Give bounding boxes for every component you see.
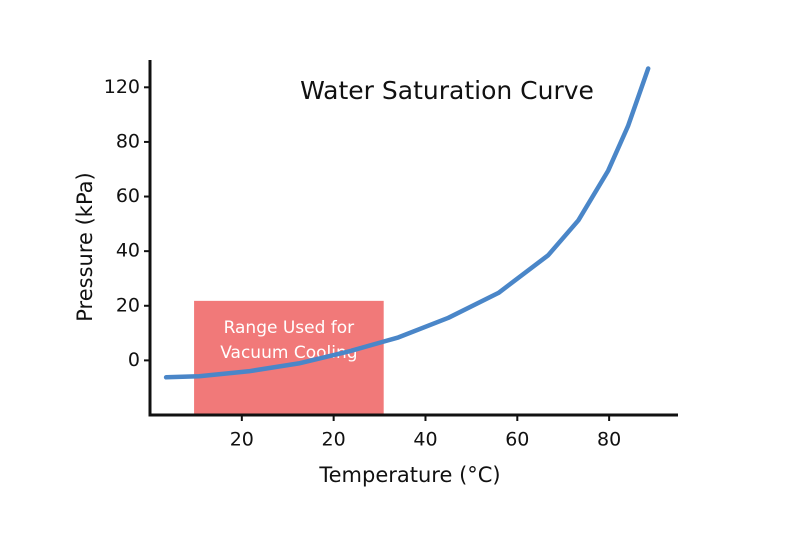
- x-tick-label: 80: [597, 429, 621, 451]
- y-tick-label: 20: [116, 294, 140, 316]
- x-tick-label: 60: [505, 429, 529, 451]
- y-tick-label: 40: [116, 240, 140, 262]
- y-tick-label: 0: [128, 349, 140, 371]
- y-axis-title: Pressure (kPa): [73, 172, 97, 321]
- chart-title: Water Saturation Curve: [300, 76, 594, 105]
- y-tick-label: 120: [104, 76, 140, 98]
- x-tick-label: 20: [322, 429, 346, 451]
- x-tick-label: 20: [230, 429, 254, 451]
- y-tick-label: 60: [116, 185, 140, 207]
- highlight-region: [194, 300, 384, 415]
- curve: [163, 66, 651, 380]
- region-label: Range Used for: [224, 318, 355, 338]
- x-tick-label: 40: [413, 429, 437, 451]
- x-axis-title: Temperature (°C): [318, 463, 500, 487]
- y-tick-label: 80: [116, 130, 140, 152]
